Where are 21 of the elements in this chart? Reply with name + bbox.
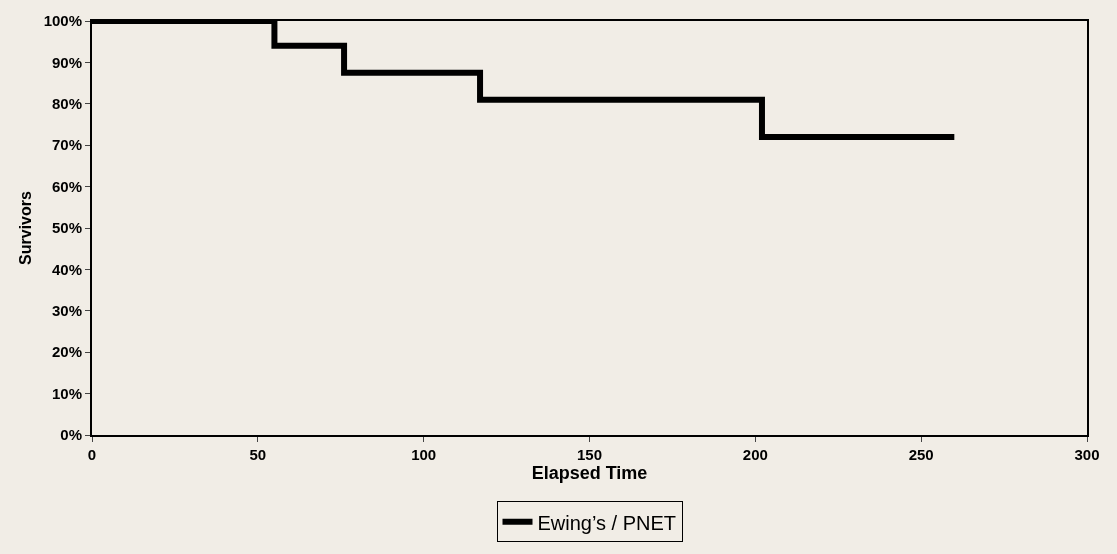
y-tick-label: 40% <box>51 260 82 278</box>
y-tick-label: 60% <box>51 177 82 195</box>
x-tick-label: 300 <box>1074 446 1100 463</box>
y-tick-label: 70% <box>51 136 82 154</box>
y-tick-label: 0% <box>60 426 82 444</box>
x-tick-label: 0 <box>87 446 97 463</box>
x-tick-label: 150 <box>576 446 603 463</box>
y-tick-label: 50% <box>51 219 82 237</box>
y-axis-title: Survivors <box>17 190 35 265</box>
x-tick-label: 200 <box>742 446 768 463</box>
y-tick-label: 80% <box>51 95 82 113</box>
y-tick-label: 30% <box>51 302 82 320</box>
y-tick-label: 100% <box>43 12 82 30</box>
y-tick-label: 20% <box>51 343 82 361</box>
y-tick-label: 10% <box>51 384 82 402</box>
x-tick-label: 250 <box>908 446 934 463</box>
legend-label: Ewing’s / PNET <box>537 511 677 534</box>
x-tick-label: 50 <box>249 446 267 463</box>
y-tick-label: 90% <box>51 53 82 71</box>
x-axis-title: Elapsed Time <box>531 463 648 483</box>
x-tick-label: 100 <box>411 446 437 463</box>
